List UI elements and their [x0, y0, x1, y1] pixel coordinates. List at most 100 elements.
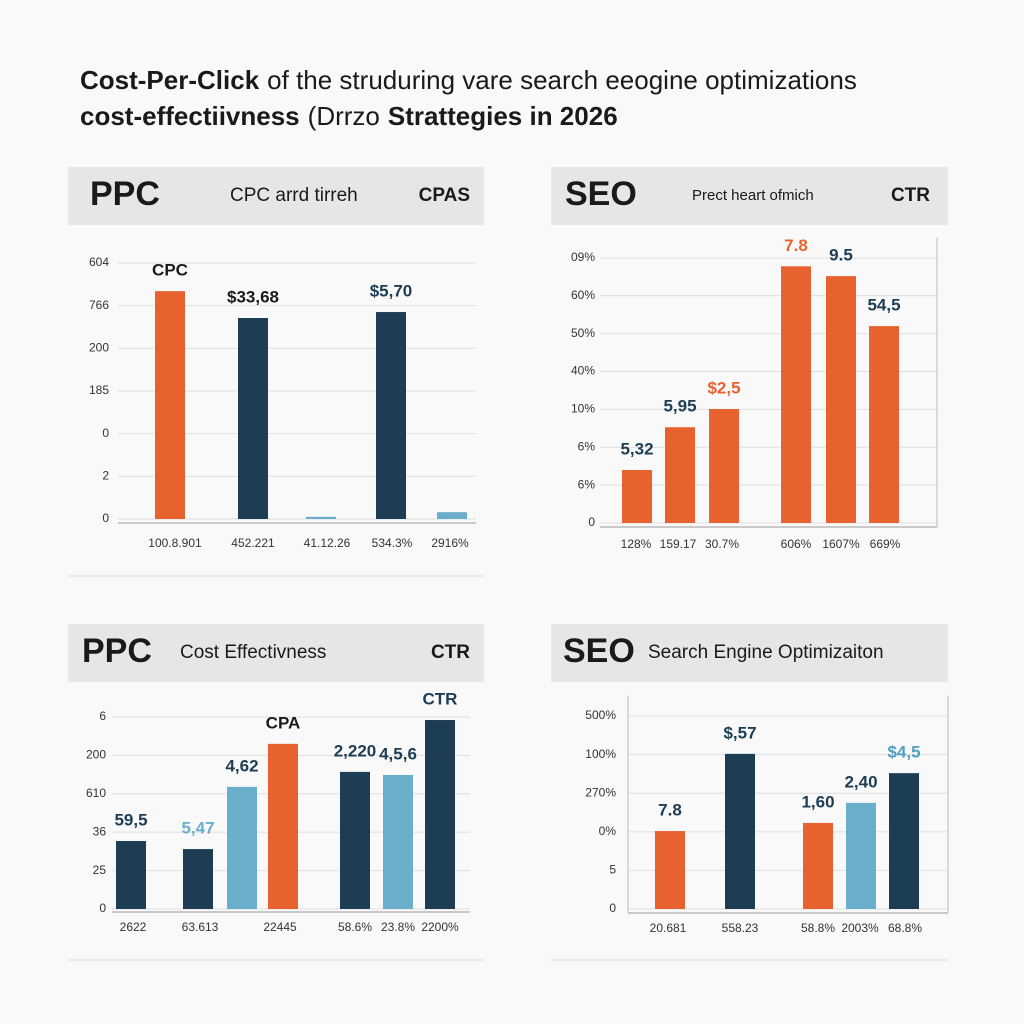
panel-subtitle: CPC arrd tirreh [230, 185, 358, 206]
y-tick-label: 6 [99, 709, 106, 723]
y-tick-label: 0% [599, 824, 617, 838]
value-label: CPA [266, 713, 301, 732]
bar [238, 318, 268, 519]
value-label: $33,68 [227, 287, 279, 306]
value-label: 1,60 [801, 792, 834, 811]
panel-subtitle: Search Engine Optimizaiton [648, 642, 884, 663]
y-tick-label: 0 [99, 901, 106, 915]
title-line-1: Cost-Per-Click of the struduring vare sea… [80, 65, 857, 95]
x-tick-label: 534.3% [372, 536, 413, 550]
x-tick-label: 128% [621, 537, 652, 551]
bar [655, 831, 685, 909]
bar [183, 849, 213, 909]
bar [709, 409, 739, 523]
value-label: 7.8 [658, 801, 682, 820]
panel-subtitle: Cost Effectivness [180, 642, 326, 663]
panel-label: PPC [82, 632, 152, 670]
value-label: $2,5 [707, 379, 740, 398]
bar [425, 720, 455, 909]
x-tick-label: 23.8% [381, 920, 415, 934]
y-tick-label: 6% [578, 439, 596, 453]
x-tick-label: 41.12.26 [304, 536, 351, 550]
title-part: Strattegies in 2026 [388, 101, 618, 131]
panel-header [551, 167, 948, 225]
panel-label: SEO [565, 175, 637, 213]
bar [155, 291, 185, 519]
panel-label: SEO [563, 632, 635, 670]
panel-label: PPC [90, 175, 160, 213]
value-label: 4,62 [225, 756, 258, 775]
bar [268, 743, 298, 909]
x-tick-label: 58.8% [801, 921, 835, 935]
y-tick-label: 25 [93, 863, 107, 877]
bar [869, 326, 899, 523]
x-tick-label: 452.221 [231, 536, 275, 550]
panel-header [551, 624, 948, 682]
x-tick-label: 2003% [841, 921, 879, 935]
value-label: 59,5 [114, 811, 147, 830]
value-label: $,57 [723, 723, 756, 742]
title-line-2: cost-effectiivness (Drrzo Strattegies in 2… [80, 101, 618, 131]
x-tick-label: 558.23 [722, 921, 759, 935]
bar [383, 774, 413, 909]
value-label: 4,5,6 [379, 744, 417, 763]
value-label: CPC [152, 261, 188, 280]
bar [826, 276, 856, 523]
y-tick-label: 40% [571, 364, 595, 378]
y-tick-label: 0 [588, 515, 595, 529]
title-part: Cost-Per-Click [80, 65, 260, 95]
bar [116, 841, 146, 909]
panel-header [68, 167, 484, 225]
value-label: $5,70 [370, 282, 413, 301]
bar [622, 469, 652, 523]
y-tick-label: 5 [609, 863, 616, 877]
y-tick-label: 766 [89, 298, 109, 312]
value-label: 5,47 [181, 819, 214, 838]
y-tick-label: 36 [93, 824, 107, 838]
bar [725, 753, 755, 909]
value-label: 2,220 [334, 741, 377, 760]
y-tick-label: 100% [585, 747, 616, 761]
y-tick-label: 200 [89, 340, 109, 354]
bar [376, 312, 406, 519]
x-tick-label: 2916% [431, 536, 469, 550]
panel-subtitle: CPAS [419, 185, 470, 206]
value-label: 2,40 [844, 772, 877, 791]
x-tick-label: 63.613 [182, 920, 219, 934]
value-label: 54,5 [867, 296, 900, 315]
y-tick-label: 610 [86, 786, 106, 800]
bar [846, 802, 876, 909]
x-tick-label: 30.7% [705, 537, 739, 551]
y-tick-label: 0 [102, 426, 109, 440]
y-tick-label: 185 [89, 383, 109, 397]
x-tick-label: 20.681 [650, 921, 687, 935]
y-tick-label: 09% [571, 250, 595, 264]
bar [306, 516, 336, 519]
y-tick-label: 50% [571, 326, 595, 340]
bar [781, 266, 811, 523]
bar [889, 773, 919, 909]
y-tick-label: 500% [585, 708, 616, 722]
title-part: of the struduring vare search eeogine op… [267, 65, 857, 95]
panel-header [68, 624, 484, 682]
bar [803, 822, 833, 909]
y-tick-label: 200 [86, 748, 106, 762]
x-tick-label: 606% [781, 537, 812, 551]
title-part: cost-effectiivness [80, 101, 300, 131]
value-label: $4,5 [887, 743, 920, 762]
y-tick-label: 10% [571, 402, 595, 416]
value-label: 7.8 [784, 236, 808, 255]
y-tick-label: 0 [102, 511, 109, 525]
value-label: 9.5 [829, 246, 853, 265]
panel-subtitle: Prect heart ofmich [692, 187, 814, 204]
value-label: CTR [423, 690, 458, 709]
bar [227, 786, 257, 909]
y-tick-label: 6% [578, 477, 596, 491]
bar [437, 512, 467, 519]
x-tick-label: 669% [870, 537, 901, 551]
x-tick-label: 58.6% [338, 920, 372, 934]
x-tick-label: 22445 [263, 920, 297, 934]
y-tick-label: 270% [585, 785, 616, 799]
x-tick-label: 2200% [421, 920, 459, 934]
